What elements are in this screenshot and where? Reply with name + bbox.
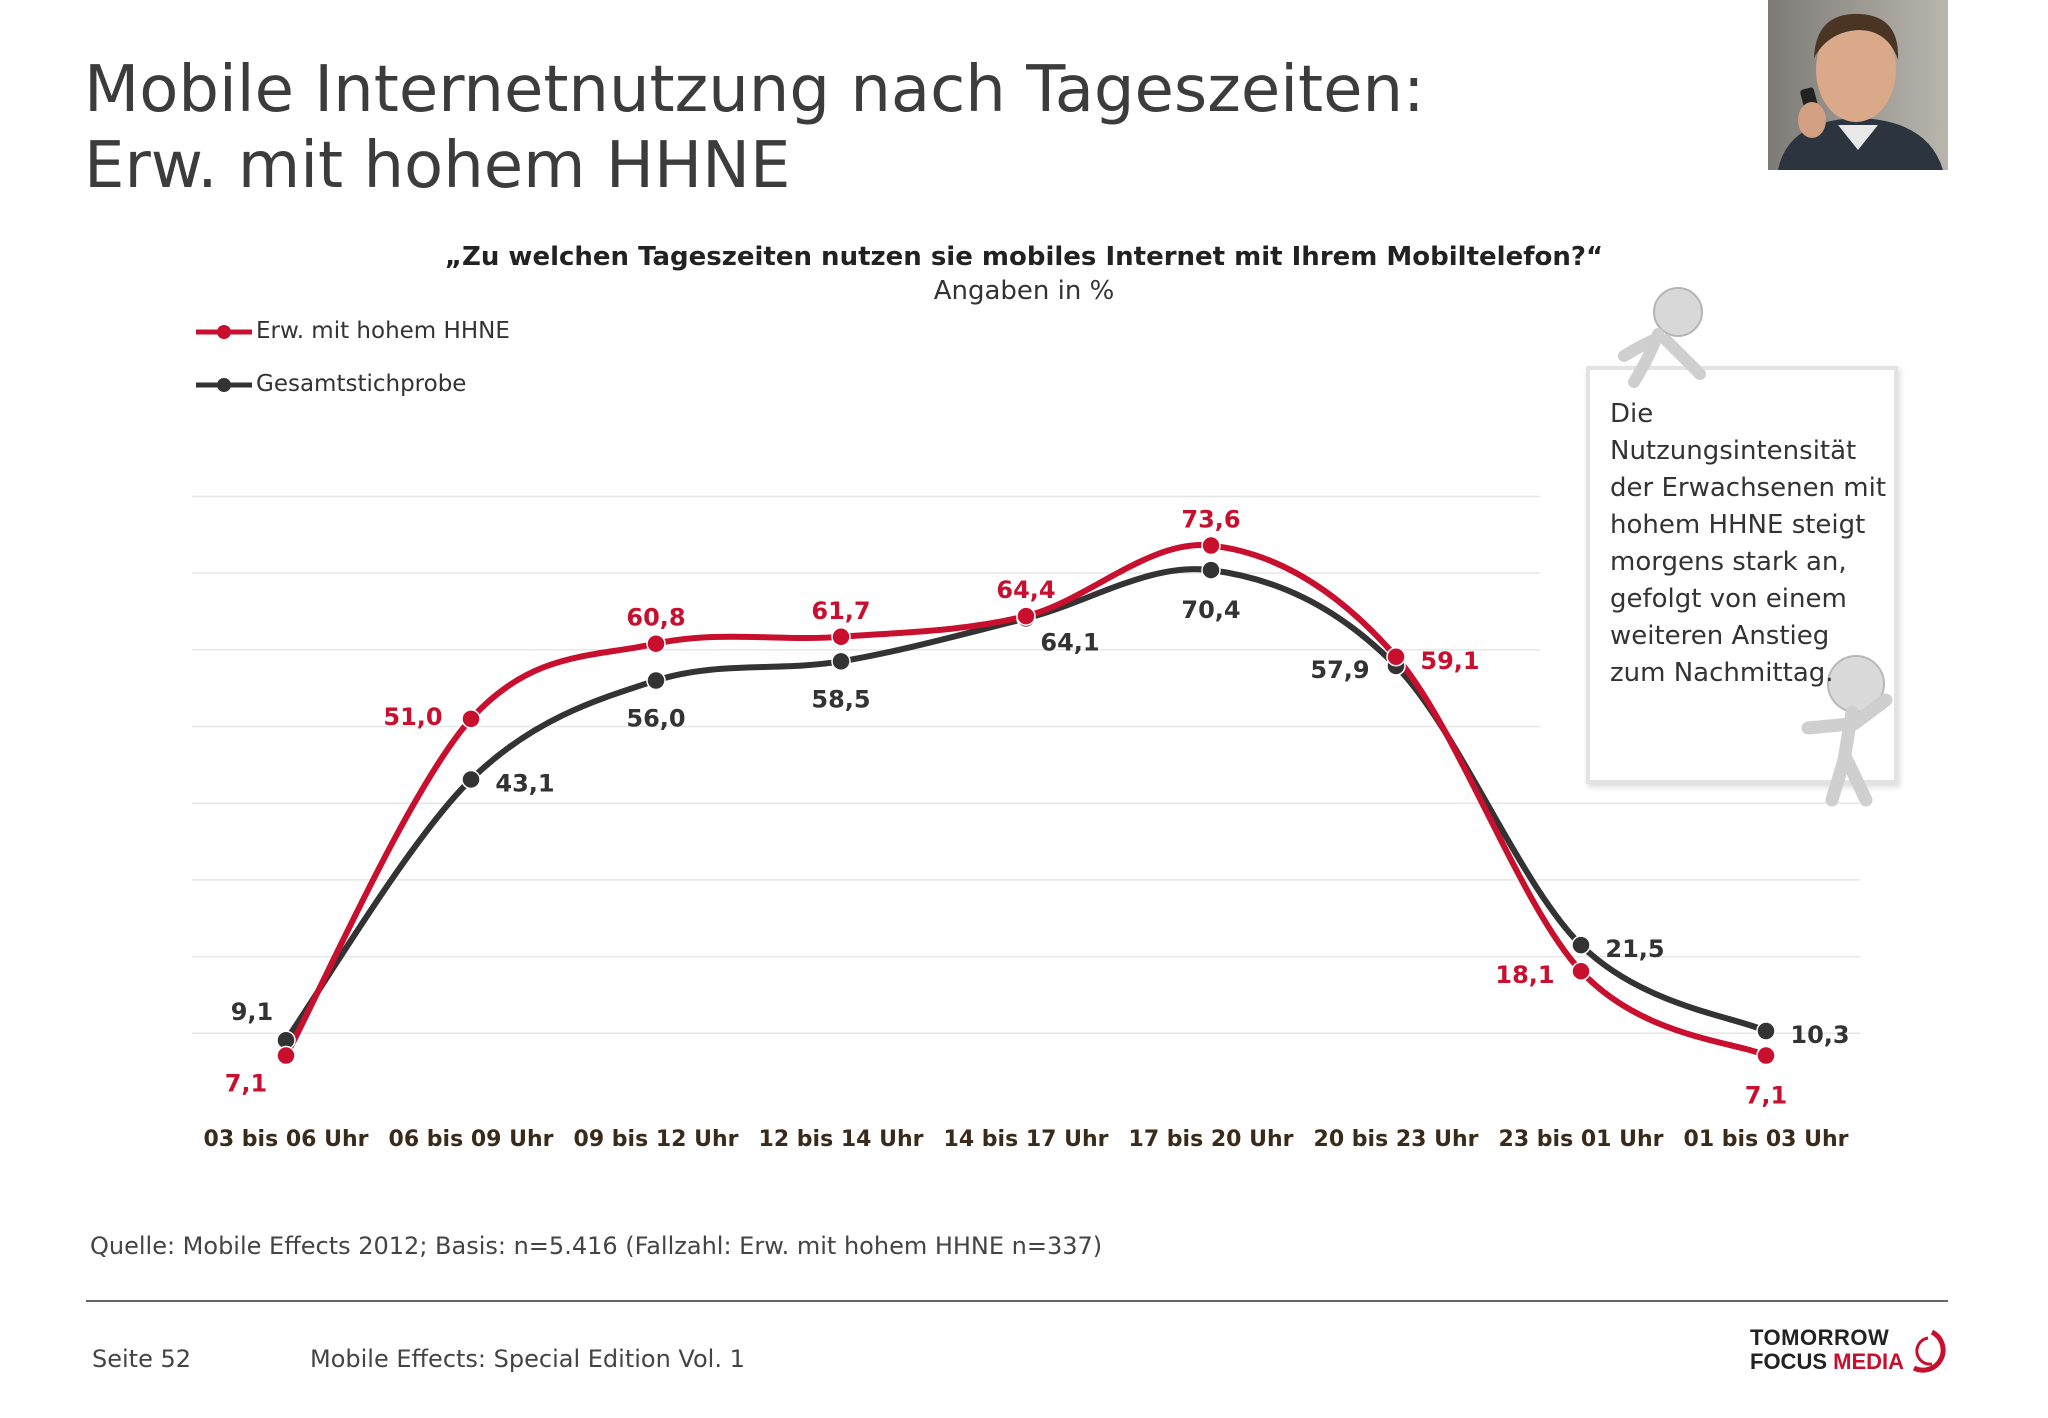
data-point-hhne (1571, 961, 1591, 981)
legend-label-gesamt: Gesamtstichprobe (256, 371, 467, 397)
figure-leaning-icon (1801, 655, 1893, 807)
chart-unit: Angaben in % (933, 276, 1115, 306)
x-tick-label: 17 bis 20 Uhr (1129, 1127, 1294, 1152)
data-label-hhne: 18,1 (1495, 961, 1554, 989)
x-tick-label: 06 bis 09 Uhr (389, 1127, 554, 1152)
data-point-gesamt (831, 651, 851, 672)
data-label-hhne: 61,7 (811, 597, 870, 625)
page-number: Seite 52 (92, 1345, 192, 1373)
footer-divider (86, 1300, 1948, 1302)
x-tick-label: 03 bis 06 Uhr (204, 1127, 369, 1152)
data-label-hhne: 60,8 (626, 604, 685, 632)
data-point-gesamt (1571, 935, 1591, 955)
data-label-hhne: 73,6 (1181, 506, 1240, 534)
note-text: Die Nutzungsintensität der Erwachsenen m… (1610, 399, 1887, 688)
data-label-gesamt: 43,1 (495, 769, 554, 797)
data-label-hhne: 64,4 (996, 576, 1055, 604)
legend-item-gesamt: Gesamtstichprobe (196, 371, 466, 397)
data-point-gesamt (461, 769, 481, 790)
data-label-gesamt: 70,4 (1181, 596, 1240, 624)
data-label-gesamt: 56,0 (626, 705, 685, 733)
title-line-1: Mobile Internetnutzung nach Tageszeiten: (84, 53, 1425, 127)
x-tick-label: 23 bis 01 Uhr (1499, 1127, 1664, 1152)
logo-line-1: TOMORROW (1750, 1325, 1890, 1350)
data-label-gesamt: 64,1 (1040, 628, 1099, 656)
data-point-hhne (276, 1045, 296, 1066)
data-label-hhne: 7,1 (225, 1070, 268, 1098)
legend-marker-hhne (196, 324, 252, 339)
x-tick-label: 20 bis 23 Uhr (1314, 1127, 1479, 1152)
data-label-hhne: 7,1 (1745, 1082, 1788, 1110)
logo-line-2a: FOCUS (1750, 1349, 1834, 1374)
publication-name: Mobile Effects: Special Edition Vol. 1 (310, 1345, 745, 1373)
tomorrow-focus-media-logo: TOMORROW FOCUS MEDIA (1750, 1326, 1950, 1376)
logo-ring-icon (1912, 1329, 1946, 1373)
data-label-gesamt: 10,3 (1790, 1021, 1849, 1049)
data-point-hhne (1016, 606, 1036, 626)
legend-marker-gesamt (196, 377, 252, 392)
data-label-gesamt: 21,5 (1605, 935, 1664, 963)
data-label-hhne: 59,1 (1420, 647, 1479, 675)
figure-on-card-icon (1618, 287, 1706, 388)
data-point-gesamt (1201, 560, 1221, 580)
page-title: Mobile Internetnutzung nach Tageszeiten:… (84, 52, 1425, 204)
data-point-gesamt (1756, 1021, 1776, 1041)
logo-line-2b: MEDIA (1833, 1349, 1905, 1374)
title-line-2: Erw. mit hohem HHNE (84, 129, 791, 203)
data-point-gesamt (646, 670, 666, 691)
data-point-hhne (646, 633, 666, 654)
data-label-hhne: 51,0 (383, 703, 442, 731)
man-on-phone-photo (1768, 0, 1948, 170)
logo-line-2: FOCUS MEDIA (1750, 1350, 1950, 1374)
data-label-gesamt: 57,9 (1310, 656, 1369, 684)
x-tick-label: 01 bis 03 Uhr (1684, 1127, 1849, 1152)
data-point-hhne (831, 627, 851, 647)
chart-question: „Zu welchen Tageszeiten nutzen sie mobil… (444, 242, 1604, 272)
legend-item-hhne: Erw. mit hohem HHNE (196, 318, 510, 344)
x-tick-label: 09 bis 12 Uhr (574, 1127, 739, 1152)
data-point-hhne (1386, 647, 1406, 667)
legend-label-hhne: Erw. mit hohem HHNE (256, 318, 510, 344)
x-tick-label: 14 bis 17 Uhr (944, 1127, 1109, 1152)
data-label-gesamt: 58,5 (811, 685, 870, 713)
x-tick-label: 12 bis 14 Uhr (759, 1127, 924, 1152)
data-point-hhne (1201, 535, 1221, 556)
data-point-hhne (1756, 1045, 1776, 1066)
data-label-gesamt: 9,1 (231, 998, 274, 1026)
source-note: Quelle: Mobile Effects 2012; Basis: n=5.… (90, 1232, 1103, 1260)
data-point-hhne (461, 709, 481, 729)
